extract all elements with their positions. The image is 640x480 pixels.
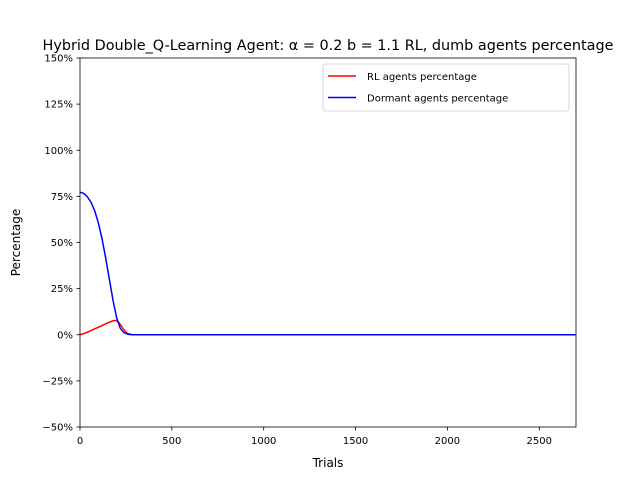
y-tick-label: 75% [51, 192, 73, 203]
legend-box [322, 63, 570, 112]
x-axis: 0 500 1000 1500 2000 2500 [77, 427, 552, 447]
x-tick-label: 2500 [527, 436, 552, 447]
y-tick-label: −25% [42, 376, 73, 387]
y-tick-label: 50% [51, 238, 73, 249]
series-line-dormant-agents [80, 191, 576, 336]
x-tick-label: 2000 [435, 436, 460, 447]
legend-label: RL agents percentage [367, 72, 477, 83]
chart-title: Hybrid Double_Q-Learning Agent: α = 0.2 … [43, 38, 614, 54]
y-tick-label: −50% [42, 423, 73, 434]
y-axis: −50% −25% 0% 25% 50% 75% 100% 125% 150% [42, 54, 80, 434]
plot-frame [79, 57, 577, 428]
y-tick-label: 25% [51, 284, 73, 295]
y-tick-label: 100% [44, 146, 73, 157]
y-tick-label: 150% [44, 54, 73, 65]
plot-layer [80, 191, 576, 336]
y-tick-label: 125% [44, 100, 73, 111]
x-tick-label: 0 [77, 436, 83, 447]
x-tick-label: 1000 [251, 436, 276, 447]
y-tick-label: 0% [57, 330, 73, 341]
x-axis-label: Trials [312, 456, 344, 470]
x-tick-label: 500 [162, 436, 181, 447]
legend-label: Dormant agents percentage [367, 94, 508, 105]
x-tick-label: 1500 [343, 436, 368, 447]
legend: RL agents percentage Dormant agents perce… [322, 63, 570, 112]
y-axis-label: Percentage [9, 209, 23, 277]
